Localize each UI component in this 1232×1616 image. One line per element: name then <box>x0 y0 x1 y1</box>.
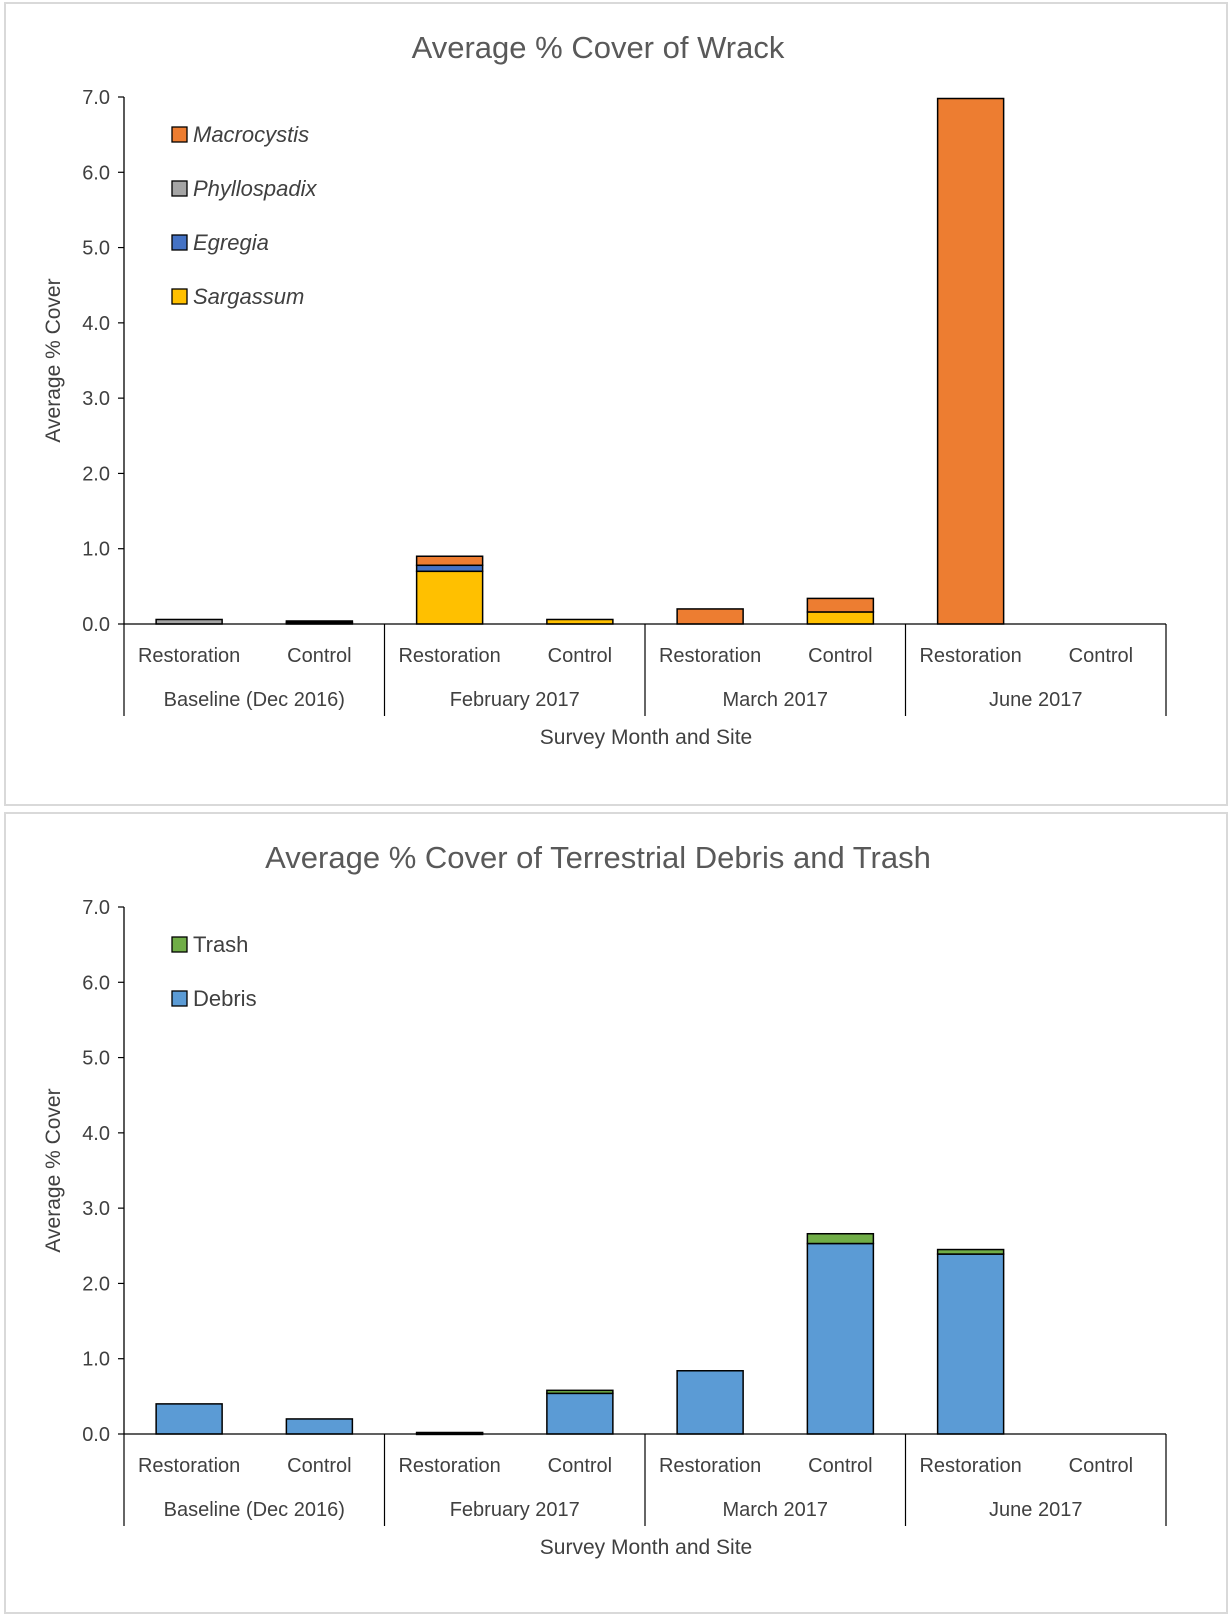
y-tick-label: 2.0 <box>82 1273 110 1295</box>
chart-title: Average % Cover of Terrestrial Debris an… <box>265 840 931 875</box>
bar-segment-trash <box>546 1389 614 1395</box>
legend-swatch <box>171 234 188 251</box>
y-tick-label: 6.0 <box>82 972 110 994</box>
y-tick-label: 2.0 <box>82 463 110 485</box>
y-tick-label: 0.0 <box>82 614 110 636</box>
legend-swatch <box>171 180 188 197</box>
y-tick-label: 1.0 <box>82 1349 110 1371</box>
x-category-label: Control <box>808 645 872 667</box>
y-tick-label: 0.0 <box>82 1424 110 1446</box>
x-group-label: Baseline (Dec 2016) <box>164 1499 345 1521</box>
legend-label: Macrocystis <box>193 122 309 147</box>
bar-segment-debris <box>936 1253 1005 1435</box>
x-category-label: Restoration <box>138 645 240 667</box>
debris-chart-panel: Average % Cover of Terrestrial Debris an… <box>4 812 1228 1614</box>
wrack-chart-panel: Average % Cover of Wrack 0.0 1.0 2.0 3.0 4.0… <box>4 2 1228 806</box>
debris-chart: Average % Cover of Terrestrial Debris an… <box>42 840 1167 1559</box>
y-tick-label: 1.0 <box>82 539 110 561</box>
bar-segment-egregia <box>415 564 484 573</box>
plot-area: 0.0 1.0 2.0 3.0 4.0 5.0 6.0 7.0 Restoration Contr… <box>42 87 1167 749</box>
y-axis-title: Average % Cover <box>42 278 65 442</box>
y-tick-label: 5.0 <box>82 1048 110 1070</box>
x-group-label: June 2017 <box>989 689 1082 711</box>
bar-segment-sargassum <box>806 611 875 625</box>
legend-label: Sargassum <box>193 284 304 309</box>
y-tick-label: 7.0 <box>82 87 110 109</box>
bar-segment-sargassum <box>415 570 484 625</box>
legend-label: Egregia <box>193 230 269 255</box>
bar-segment-macrocystis <box>415 555 484 567</box>
bar-segment-macrocystis <box>676 608 744 625</box>
bar-segment-macrocystis <box>285 620 354 624</box>
legend-swatch <box>171 126 188 143</box>
x-category-label: Restoration <box>919 645 1021 667</box>
y-axis-title: Average % Cover <box>42 1088 65 1252</box>
x-category-label: Restoration <box>659 645 761 667</box>
x-group-label: February 2017 <box>450 689 580 711</box>
plot-area: 0.0 1.0 2.0 3.0 4.0 5.0 6.0 7.0 Restoration Contr… <box>42 897 1167 1559</box>
x-axis-title: Survey Month and Site <box>540 1536 752 1559</box>
y-tick-label: 5.0 <box>82 238 110 260</box>
legend-label: Trash <box>193 932 248 957</box>
bar-segment-trash <box>936 1248 1005 1255</box>
chart-title: Average % Cover of Wrack <box>412 30 785 65</box>
legend-swatch <box>171 990 188 1007</box>
bar-segment-debris <box>285 1418 354 1435</box>
bar-segment-debris <box>546 1392 614 1435</box>
y-tick-label: 4.0 <box>82 313 110 335</box>
x-category-label: Control <box>548 645 612 667</box>
y-tick-label: 3.0 <box>82 388 110 410</box>
x-category-label: Control <box>548 1455 612 1477</box>
x-group-label: Baseline (Dec 2016) <box>164 689 345 711</box>
legend: Trash Debris <box>171 932 257 1011</box>
x-category-label: Control <box>808 1455 872 1477</box>
x-category-label: Control <box>1069 1455 1133 1477</box>
x-category-label: Restoration <box>398 1455 500 1477</box>
x-axis-title: Survey Month and Site <box>540 726 752 749</box>
y-tick-label: 7.0 <box>82 897 110 919</box>
x-group-label: March 2017 <box>722 1499 828 1521</box>
bar-segment-trash <box>806 1232 875 1245</box>
legend-label: Debris <box>193 986 257 1011</box>
bar-segment-debris <box>155 1403 223 1435</box>
x-category-label: Control <box>1069 645 1133 667</box>
legend: Macrocystis Phyllospadix Egregia Sargassum <box>171 122 318 309</box>
bar-segment-sargassum <box>546 618 614 625</box>
legend-swatch <box>171 288 188 305</box>
bar-segment-macrocystis <box>936 97 1005 625</box>
legend-swatch <box>171 936 188 953</box>
wrack-chart: Average % Cover of Wrack 0.0 1.0 2.0 3.0 4.0… <box>42 30 1167 749</box>
bar-segment-debris <box>806 1242 875 1435</box>
bar-segment-macrocystis <box>806 597 875 613</box>
y-tick-label: 4.0 <box>82 1123 110 1145</box>
bar-segment-debris <box>676 1370 744 1435</box>
x-category-label: Control <box>287 1455 351 1477</box>
x-category-label: Restoration <box>659 1455 761 1477</box>
y-tick-label: 6.0 <box>82 162 110 184</box>
legend-label: Phyllospadix <box>193 176 318 201</box>
x-group-label: June 2017 <box>989 1499 1082 1521</box>
bar-segment-phyllospadix <box>155 618 223 625</box>
x-category-label: Restoration <box>919 1455 1021 1477</box>
x-category-label: Control <box>287 645 351 667</box>
y-tick-label: 3.0 <box>82 1198 110 1220</box>
x-group-label: February 2017 <box>450 1499 580 1521</box>
x-group-label: March 2017 <box>722 689 828 711</box>
x-category-label: Restoration <box>138 1455 240 1477</box>
x-category-label: Restoration <box>398 645 500 667</box>
